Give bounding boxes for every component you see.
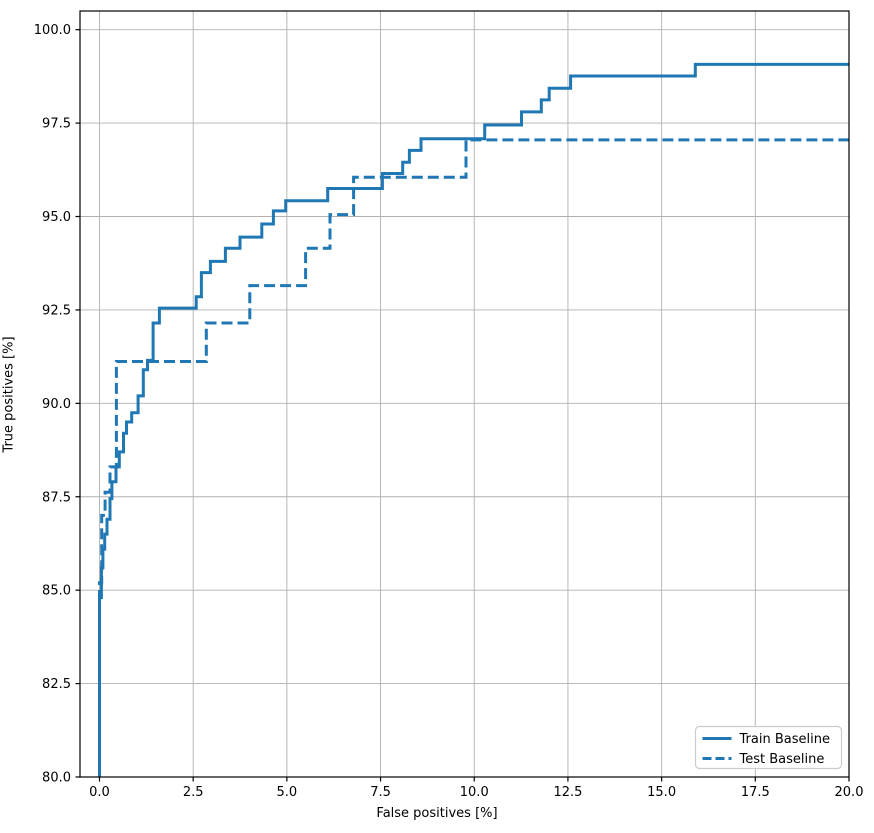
x-tick-label: 0.0 (89, 785, 110, 800)
grid (80, 11, 850, 778)
x-tick-label: 20.0 (835, 785, 864, 800)
y-tick-label: 87.5 (42, 490, 71, 505)
y-tick-label: 95.0 (42, 210, 71, 225)
y-tick-label: 90.0 (42, 397, 71, 412)
legend-box (694, 725, 843, 770)
x-tick-label: 10.0 (460, 785, 489, 800)
series-line-test-baseline (98, 138, 849, 777)
plot-border (79, 10, 850, 778)
legend-label: Train Baseline (739, 732, 830, 747)
y-tick-label: 82.5 (42, 677, 71, 692)
y-axis-label: True positives [%] (1, 336, 17, 453)
y-tick-label: 85.0 (42, 584, 71, 599)
y-tick-label: 97.5 (42, 117, 71, 132)
legend-label: Test Baseline (739, 752, 825, 767)
x-tick-label: 2.5 (183, 785, 204, 800)
x-tick-label: 7.5 (370, 785, 391, 800)
series-line-train-baseline (98, 62, 849, 777)
x-tick-label: 17.5 (741, 785, 770, 800)
y-tick-label: 92.5 (42, 303, 71, 318)
x-tick-label: 5.0 (277, 785, 298, 800)
legend: Train Baseline Test Baseline (694, 725, 843, 770)
x-tick-label: 15.0 (647, 785, 676, 800)
y-tick-label: 100.0 (34, 23, 71, 38)
x-tick-label: 12.5 (553, 785, 582, 800)
y-tick-label: 80.0 (42, 771, 71, 786)
x-axis-label: False positives [%] (376, 806, 498, 821)
tick-labels: 0.0 2.5 5.0 7.5 10.0 12.5 15.0 17.5 20.0 80.0 82.5… (34, 23, 864, 800)
